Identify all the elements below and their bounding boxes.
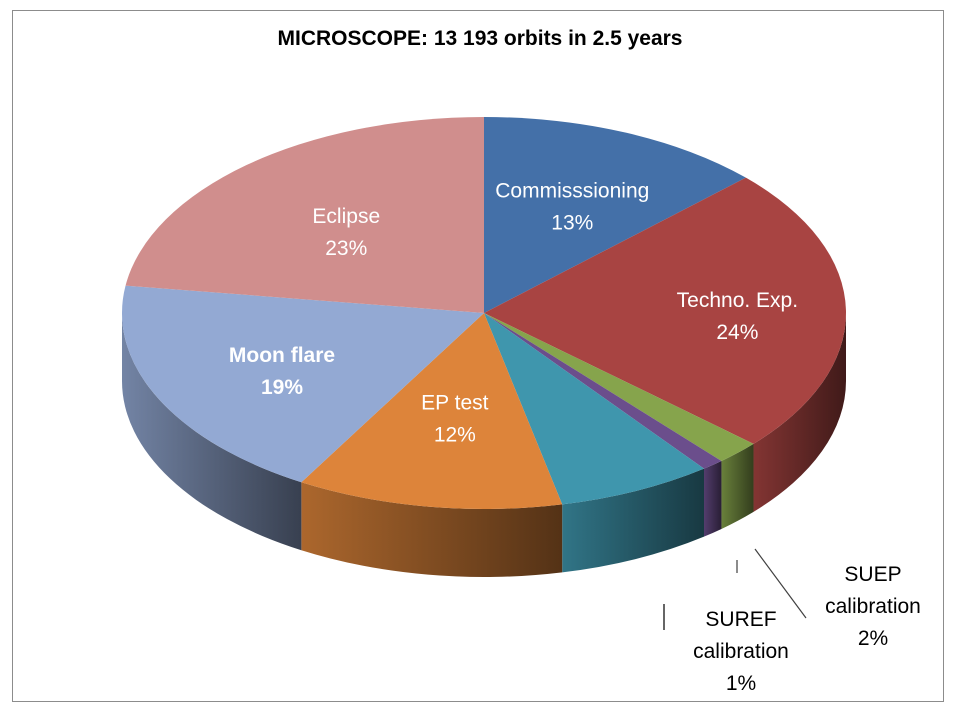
slice-moon-flare: [122, 285, 485, 483]
leader-line-suep-calibration: [754, 548, 807, 619]
pie-labels: Commisssioning 13% Techno. Exp. 24% EP test 1…: [229, 179, 921, 695]
label-suref-calibration-1: calibration: [693, 640, 789, 663]
label-techno-exp: Techno. Exp.: [677, 289, 798, 312]
label-commisssioning: Commisssioning: [495, 179, 649, 202]
slice-suref-calibration: [484, 313, 722, 469]
slice-commisssioning: [484, 117, 746, 313]
label-eclipse: Eclipse: [312, 205, 380, 228]
percent-commisssioning: 13%: [551, 211, 593, 234]
percent-eclipse: 23%: [325, 237, 367, 260]
side-suep-calibration: [721, 443, 754, 529]
percent-techno-exp: 24%: [716, 321, 758, 344]
pie-top-faces: [122, 117, 846, 509]
slice-techno-exp: [484, 177, 846, 444]
chart-title: MICROSCOPE: 13 193 orbits in 2.5 years: [277, 27, 683, 50]
slice-suep-calibration: [484, 313, 754, 461]
side-techno-exp: [753, 313, 846, 512]
percent-suref-calibration: 1%: [726, 672, 756, 695]
slice-unlabeled: [484, 313, 704, 505]
slice-eclipse: [125, 117, 484, 313]
slice-ep-test: [301, 313, 563, 509]
pie-side-walls: [122, 313, 846, 577]
side-suref-calibration: [703, 460, 722, 537]
label-suref-calibration-0: SUREF: [705, 608, 776, 631]
percent-moon-flare: 19%: [261, 376, 303, 399]
label-suep-calibration-0: SUEP: [844, 563, 901, 586]
percent-suep-calibration: 2%: [858, 627, 888, 650]
label-ep-test: EP test: [421, 392, 488, 415]
percent-ep-test: 12%: [434, 424, 476, 447]
label-moon-flare: Moon flare: [229, 344, 335, 367]
label-suep-calibration-1: calibration: [825, 595, 921, 618]
side-unlabeled: [562, 468, 704, 573]
side-moon-flare: [122, 313, 302, 551]
side-ep-test: [301, 482, 563, 577]
